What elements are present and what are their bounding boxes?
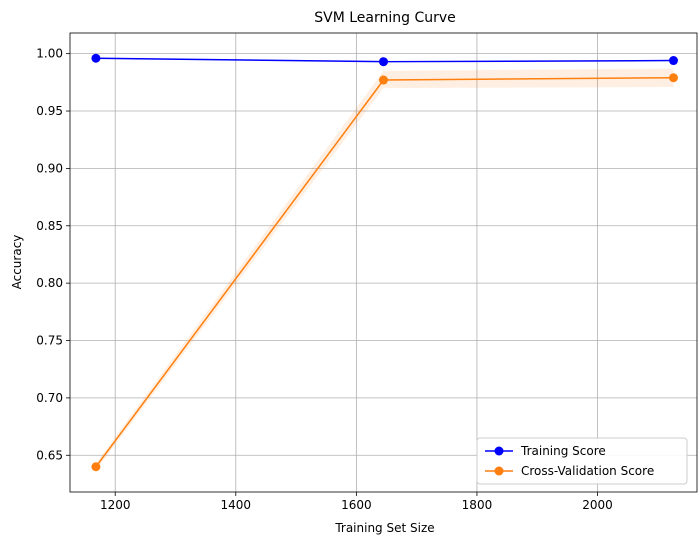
axes-frame <box>69 32 698 493</box>
y-tick-label: 0.65 <box>36 448 63 462</box>
y-tick-label: 0.90 <box>36 161 63 175</box>
y-axis-label: Accuracy <box>10 235 24 290</box>
x-tick-label: 1400 <box>221 498 252 512</box>
y-tick-label: 0.85 <box>36 219 63 233</box>
y-tick-label: 0.80 <box>36 276 63 290</box>
legend-swatch-marker <box>494 446 504 456</box>
x-tick-label: 2000 <box>582 498 613 512</box>
y-tick-label: 0.70 <box>36 391 63 405</box>
series-1-point <box>379 75 388 85</box>
y-tick-label: 0.75 <box>36 334 63 348</box>
series-0-point <box>91 53 101 63</box>
series-0-point <box>379 57 388 67</box>
series-1-point <box>668 73 678 83</box>
legend-label: Training Score <box>520 444 606 458</box>
x-tick-label: 1200 <box>100 498 131 512</box>
legend-box <box>476 437 688 485</box>
x-tick-label: 1600 <box>341 498 372 512</box>
y-tick-label: 0.95 <box>36 104 63 118</box>
plot-area: 1200 1400 1600 1800 2000 0.65 0.70 0.75 0.80 0.85… <box>36 32 698 512</box>
chart-title: SVM Learning Curve <box>314 10 456 26</box>
legend-swatch-marker <box>494 466 504 476</box>
series-0-point <box>668 56 678 66</box>
legend-label: Cross-Validation Score <box>521 464 654 478</box>
x-axis-label: Training Set Size <box>334 521 434 535</box>
y-tick-label: 1.00 <box>36 47 63 61</box>
series-1-point <box>91 462 101 472</box>
x-tick-label: 1800 <box>462 498 493 512</box>
